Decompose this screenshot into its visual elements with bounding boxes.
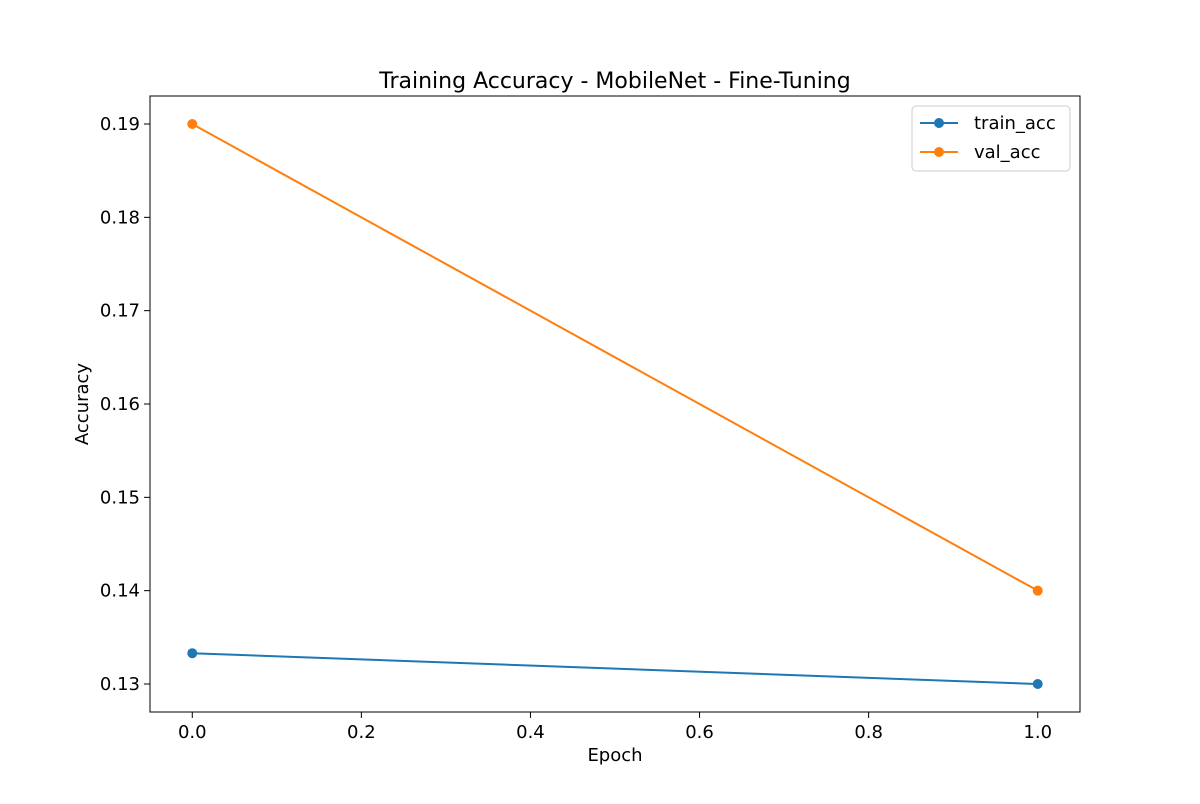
x-tick-label: 1.0 bbox=[1023, 722, 1052, 743]
x-tick-label: 0.8 bbox=[854, 722, 883, 743]
x-tick-label: 0.6 bbox=[685, 722, 714, 743]
y-tick-label: 0.13 bbox=[100, 674, 140, 695]
y-tick-label: 0.19 bbox=[100, 114, 140, 135]
legend: train_acc val_acc bbox=[911, 105, 1071, 172]
legend-label-train_acc: train_acc bbox=[974, 113, 1056, 134]
data-point-val_acc bbox=[1032, 585, 1043, 596]
legend-marker-train_acc bbox=[934, 118, 944, 128]
x-tick-label: 0.0 bbox=[178, 722, 207, 743]
axes-frame bbox=[149, 95, 1081, 713]
chart-title: Training Accuracy - MobileNet - Fine-Tun… bbox=[378, 69, 850, 94]
y-tick-label: 0.17 bbox=[100, 301, 140, 322]
legend-marker-val_acc bbox=[934, 147, 944, 157]
data-point-val_acc bbox=[187, 119, 198, 129]
y-tick-label: 0.18 bbox=[100, 207, 140, 228]
y-tick-label: 0.15 bbox=[100, 487, 140, 508]
x-tick-label: 0.2 bbox=[347, 722, 376, 743]
y-tick-label: 0.14 bbox=[100, 581, 140, 602]
series-line-val_acc bbox=[191, 123, 1039, 592]
x-axis-label: Epoch bbox=[587, 745, 642, 766]
series-line-train_acc bbox=[192, 652, 1038, 685]
data-point-train_acc bbox=[1032, 679, 1043, 689]
plot-area: 0.0 0.2 0.4 0.6 0.8 1.0 0.13 0.14 0.15 0.16 0.17 0.… bbox=[100, 95, 1081, 743]
x-tick-label: 0.4 bbox=[516, 722, 545, 743]
y-tick-label: 0.16 bbox=[100, 394, 140, 415]
data-point-train_acc bbox=[187, 648, 198, 659]
y-axis-label: Accuracy bbox=[72, 363, 93, 446]
legend-label-val_acc: val_acc bbox=[974, 142, 1041, 163]
